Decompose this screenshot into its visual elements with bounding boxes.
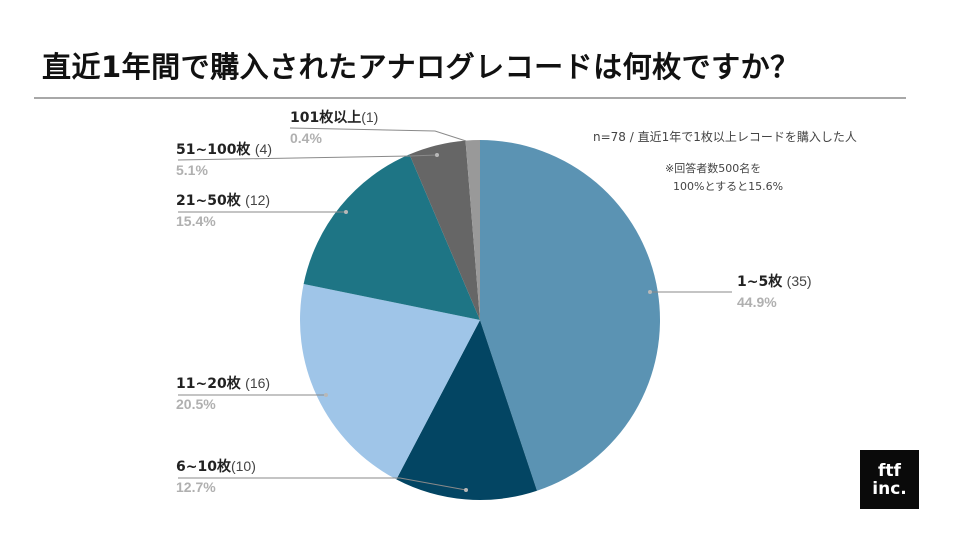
slice-percent: 44.9% xyxy=(737,294,777,310)
slice-name: 1~5枚 xyxy=(737,274,783,290)
slice-count: (10) xyxy=(230,458,256,474)
slice-label-1-5: 1~5枚 (35) 44.9% xyxy=(737,274,812,309)
slice-count: (12) xyxy=(245,192,271,208)
slice-label-6-10: 6~10枚(10) 12.7% xyxy=(176,459,256,494)
pie-slice xyxy=(465,140,480,320)
pie-slices xyxy=(300,140,661,500)
leader-line-101plus xyxy=(289,127,467,142)
slice-count: (35) xyxy=(786,273,812,289)
slice-percent: 15.4% xyxy=(176,213,216,229)
slice-name: 101枚以上 xyxy=(290,110,362,126)
pie-slice xyxy=(409,140,480,320)
pie-slice xyxy=(303,154,480,320)
slice-name: 11~20枚 xyxy=(176,376,241,392)
slice-percent: 12.7% xyxy=(176,479,216,495)
slice-label-11-20: 11~20枚 (16) 20.5% xyxy=(176,376,270,411)
logo-line-2: inc. xyxy=(872,478,907,499)
sample-size-note: n=78 / 直近1年で1枚以上レコードを購入した人 xyxy=(593,130,857,144)
title-divider xyxy=(34,97,906,99)
logo-line-1: ftf xyxy=(878,460,901,481)
slice-percent: 0.4% xyxy=(290,130,322,146)
pie-slice xyxy=(480,140,661,491)
leader-line-6-10 xyxy=(178,477,467,491)
page-title: 直近1年間で購入されたアナログレコードは何枚ですか？ xyxy=(42,50,800,84)
leader-dots xyxy=(324,153,652,492)
footnote-line-1: ※回答者数500名を xyxy=(665,162,762,175)
pie-slice xyxy=(300,283,480,480)
slice-label-21-50: 21~50枚 (12) 15.4% xyxy=(176,193,270,228)
slice-percent: 20.5% xyxy=(176,396,216,412)
slice-name: 6~10枚 xyxy=(176,459,231,475)
company-logo: ftf inc. xyxy=(860,450,919,509)
slice-count: (16) xyxy=(245,375,271,391)
slice-percent: 5.1% xyxy=(176,162,208,178)
slice-label-51-100: 51~100枚 (4) 5.1% xyxy=(176,142,272,177)
slice-label-101-plus: 101枚以上(1) 0.4% xyxy=(290,110,378,145)
leader-line-51-100 xyxy=(177,154,438,161)
slice-name: 51~100枚 xyxy=(176,142,251,158)
slice-count: (1) xyxy=(361,109,379,125)
leader-lines xyxy=(177,127,732,491)
pie-slice xyxy=(396,320,538,500)
slice-count: (4) xyxy=(254,141,273,157)
footnote-line-2: 100%とすると15.6% xyxy=(673,180,784,193)
slice-name: 21~50枚 xyxy=(176,193,241,209)
